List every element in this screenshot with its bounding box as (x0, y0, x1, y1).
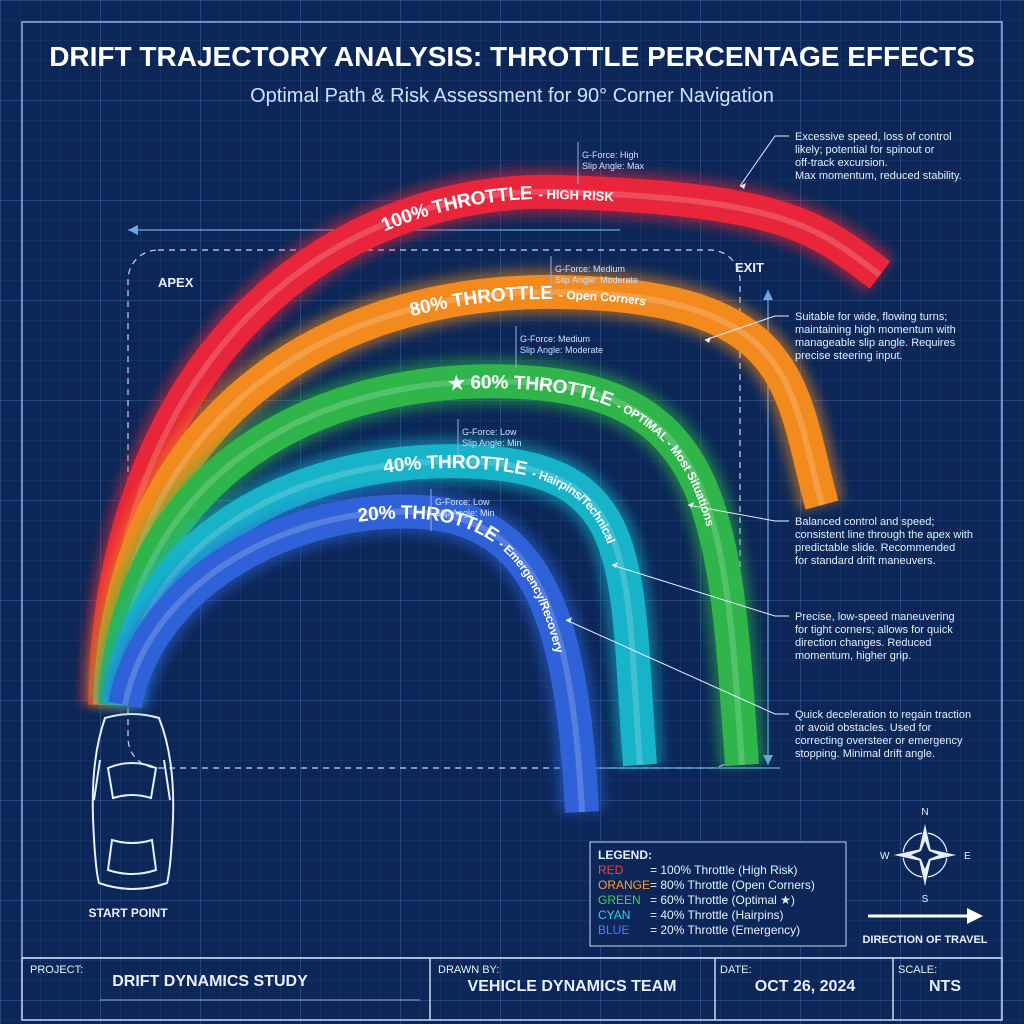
dimension-arrow (128, 225, 138, 235)
legend-key: BLUE (598, 923, 629, 937)
note-line: Precise, low-speed maneuvering (795, 611, 955, 623)
note-line: Max momentum, reduced stability. (795, 170, 962, 182)
legend-key: CYAN (598, 908, 630, 922)
arc-highlight (122, 508, 585, 813)
legend-box (589, 841, 847, 947)
leader-line (739, 135, 789, 187)
arc-highlight (102, 188, 882, 706)
legend-text: = 20% Throttle (Emergency) (650, 923, 800, 937)
slip-label: Slip Angle: Moderate (520, 345, 603, 355)
footer-label: DATE: (720, 964, 752, 976)
note-line: off-track excursion. (795, 157, 888, 169)
note-line: Balanced control and speed; (795, 516, 934, 528)
note-line: consistent line through the apex with (795, 529, 973, 541)
corner-box (127, 249, 741, 769)
slip-label: Slip Angle: Min (435, 508, 495, 518)
arc (93, 274, 839, 706)
gforce-label: G-Force: High (582, 150, 639, 160)
gforce-label: G-Force: Low (435, 497, 490, 507)
leader-arrow (705, 337, 711, 343)
car (91, 713, 175, 890)
gforce-label: G-Force: Medium (520, 334, 590, 344)
legend-title: LEGEND: (598, 848, 652, 862)
legend-key: GREEN (598, 893, 641, 907)
slip-label: Slip Angle: Max (582, 161, 645, 171)
compass-w: W (880, 851, 890, 862)
legend-text: = 40% Throttle (Hairpins) (650, 908, 784, 922)
footer-value: VEHICLE DYNAMICS TEAM (468, 978, 677, 995)
exit-label: EXIT (735, 260, 764, 275)
start-label: START POINT (88, 906, 168, 920)
arc (103, 444, 657, 767)
leader-line (704, 315, 789, 341)
leader-arrow (688, 502, 694, 508)
note-line: correcting oversteer or emergency (795, 735, 963, 747)
arc-highlight (117, 458, 643, 766)
subtitle: Optimal Path & Risk Assessment for 90° C… (250, 85, 774, 107)
leader-arrow (566, 617, 572, 623)
note-line: precise steering input. (795, 350, 903, 362)
footer-value: OCT 26, 2024 (755, 978, 856, 995)
arc (98, 364, 759, 767)
footer-label: SCALE: (898, 964, 937, 976)
arcs (82, 168, 894, 814)
leader-arrow (740, 183, 746, 189)
arc (88, 174, 891, 706)
footer (21, 957, 1003, 1021)
compass (868, 821, 983, 924)
footer-value: NTS (929, 978, 961, 995)
gforce-label: G-Force: Low (462, 427, 517, 437)
legend-text: = 80% Throttle (Open Corners) (650, 878, 815, 892)
legend-text: = 100% Throttle (High Risk) (650, 863, 798, 877)
note-line: predictable slide. Recommended (795, 542, 955, 554)
legend-key: RED (598, 863, 624, 877)
apex-label: APEX (158, 275, 194, 290)
note-line: direction changes. Reduced (795, 637, 931, 649)
arc (108, 494, 599, 813)
compass-e: E (964, 851, 971, 862)
legend-key: ORANGE (598, 878, 650, 892)
leader-line (611, 564, 789, 617)
note-line: momentum, higher grip. (795, 650, 911, 662)
note-line: or avoid obstacles. Used for (795, 722, 932, 734)
leader-arrow (612, 562, 618, 568)
note-line: for tight corners; allows for quick (795, 624, 953, 636)
note-line: Excessive speed, loss of control (795, 131, 952, 143)
compass-s: S (922, 894, 929, 905)
arc-highlight (112, 378, 745, 766)
legend-text: = 60% Throttle (Optimal ★) (650, 893, 795, 907)
leader-line (565, 619, 789, 715)
note-line: stopping. Minimal drift angle. (795, 748, 935, 760)
footer-value: DRIFT DYNAMICS STUDY (112, 973, 308, 990)
leader-line (687, 504, 789, 522)
note-line: Quick deceleration to regain traction (795, 709, 971, 721)
arc-tag: - HIGH RISK (538, 187, 614, 205)
footer-label: PROJECT: (30, 964, 83, 976)
slip-label: Slip Angle: Moderate (555, 275, 638, 285)
gforce-label: G-Force: Medium (555, 264, 625, 274)
note-line: manageable slip angle. Requires (795, 337, 956, 349)
direction-label: DIRECTION OF TRAVEL (862, 934, 987, 946)
compass-n: N (921, 807, 928, 818)
slip-label: Slip Angle: Min (462, 438, 522, 448)
footer-label: DRAWN BY: (438, 964, 499, 976)
arc-highlight (107, 288, 825, 706)
note-line: for standard drift maneuvers. (795, 555, 936, 567)
note-line: likely; potential for spinout or (795, 144, 935, 156)
note-line: Suitable for wide, flowing turns; (795, 311, 947, 323)
note-line: maintaining high momentum with (795, 324, 956, 336)
title: DRIFT TRAJECTORY ANALYSIS: THROTTLE PERC… (49, 41, 975, 72)
